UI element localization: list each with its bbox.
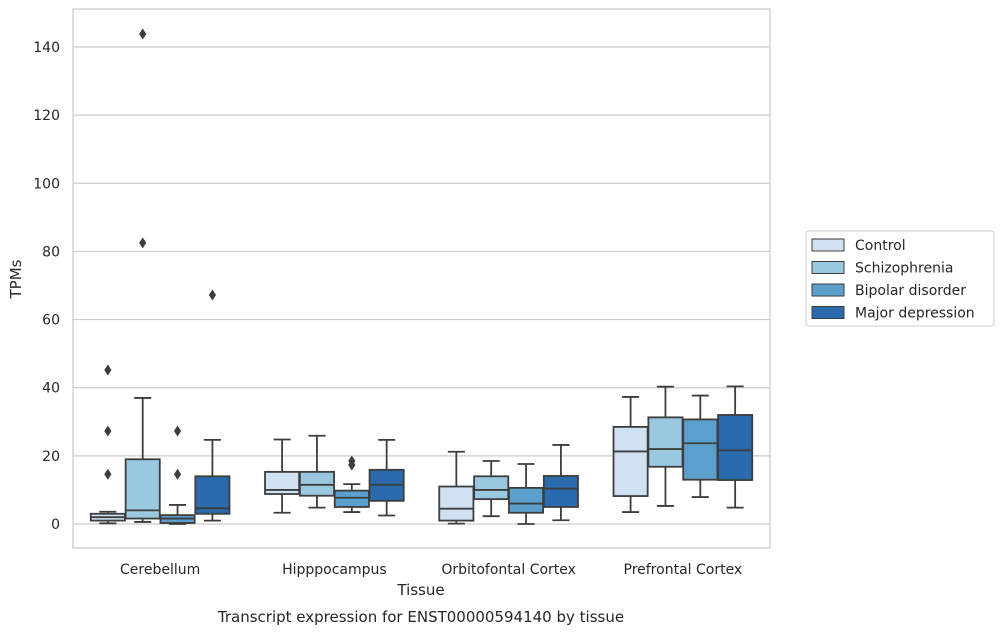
box-major-depression [542,444,579,522]
legend-label: Schizophrenia [855,261,953,277]
box-control [89,364,126,525]
box-body [612,425,649,497]
box-major-depression [368,438,405,517]
box-body [682,418,719,481]
box-control [612,396,649,513]
legend-label: Control [855,238,906,254]
y-tick-label: 140 [33,40,60,56]
box-body [473,475,510,501]
y-tick-label: 60 [42,313,60,329]
y-axis-ticks: 0 20 40 60 80 100 120 140 [33,40,60,533]
box-schizophrenia [647,385,684,507]
box-groups [89,28,754,525]
outlier-point [104,364,112,376]
box-body [438,485,475,522]
box-schizophrenia [124,28,161,523]
box-control [438,450,475,525]
box-major-depression [194,289,231,522]
y-tick-label: 20 [42,449,60,465]
box-bipolar-disorder [159,425,196,525]
y-axis-label: TPMs [7,259,25,299]
box-bipolar-disorder [508,463,545,525]
box-body [333,489,370,508]
chart-caption: Transcript expression for ENST0000059414… [217,608,624,626]
outlier-point [139,28,147,40]
box-body [508,486,545,514]
box-body [124,458,161,520]
box-bipolar-disorder [333,455,370,513]
x-tick-label: Orbitofontal Cortex [441,562,576,578]
box-body [647,416,684,468]
box-major-depression [717,385,754,509]
legend-label: Major depression [855,306,975,322]
legend-frame [805,230,995,327]
outlier-point [173,468,182,480]
legend-swatch [811,238,845,252]
box-body [542,475,579,508]
grid-lines [73,46,770,525]
outlier-point [173,425,182,437]
box-body [298,470,335,497]
legend: Control Schizophrenia Bipolar disorder Majo… [805,230,995,327]
box-schizophrenia [473,460,510,518]
y-tick-label: 80 [42,244,60,260]
box-control [264,438,301,514]
legend-swatch [811,261,845,274]
x-tick-label: Hipppocampus [282,562,387,578]
box-schizophrenia [298,434,335,509]
outlier-point [208,289,216,301]
legend-label: Bipolar disorder [855,283,966,299]
outlier-point [348,455,356,467]
outlier-point [139,237,147,249]
plot-frame [72,8,771,549]
y-tick-label: 0 [51,517,60,533]
x-tick-label: Cerebellum [120,562,200,578]
box-bipolar-disorder [682,394,719,498]
legend-swatch [811,283,845,297]
y-tick-label: 40 [42,381,60,397]
x-tick-label: Prefrontal Cortex [624,562,743,578]
legend-swatch [811,306,845,319]
x-axis-label: Tissue [396,581,444,599]
x-axis-ticks: Cerebellum Hipppocampus Orbitofontal Corte… [120,562,742,578]
outlier-point [104,468,112,480]
outlier-point [104,425,112,437]
y-tick-label: 100 [33,176,60,192]
y-tick-label: 120 [33,108,60,124]
box-body [717,414,754,481]
